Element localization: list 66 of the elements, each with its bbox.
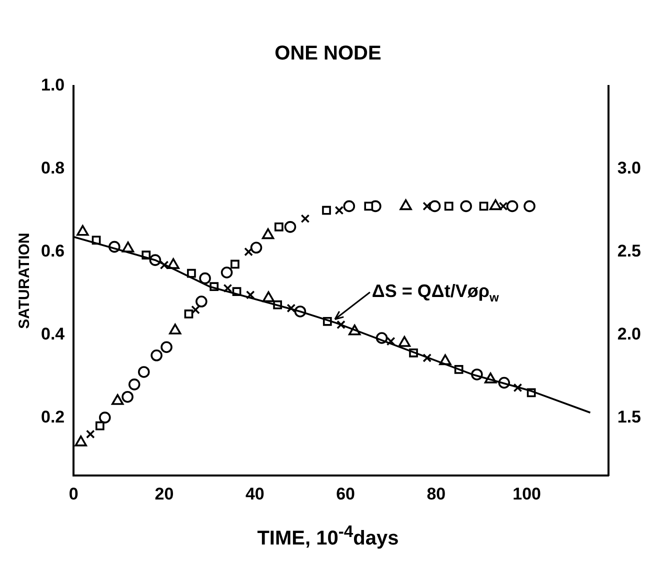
point [246, 290, 255, 300]
point [244, 247, 253, 256]
point [479, 202, 488, 211]
point [250, 242, 262, 254]
point [223, 284, 232, 293]
point [111, 394, 124, 405]
point [524, 200, 536, 212]
y-tick-label: 0.2 [40, 407, 65, 426]
point [300, 214, 310, 224]
y-tick-label: 0.4 [40, 324, 66, 344]
point [184, 310, 194, 318]
point [364, 202, 374, 211]
point [122, 390, 134, 403]
point [286, 304, 296, 313]
point [169, 324, 182, 334]
y-axis-title: SATURATION [16, 232, 34, 329]
point [128, 378, 140, 390]
y2-tick-label: 1.5 [617, 407, 642, 426]
chart-title: ONE NODE [274, 42, 382, 65]
point [428, 200, 441, 212]
point [196, 296, 208, 308]
point [187, 268, 196, 278]
point [95, 421, 104, 430]
point [460, 200, 472, 212]
point [138, 366, 150, 378]
point [199, 272, 211, 284]
y-tick-label: 0.6 [40, 241, 65, 260]
x-tick-label: 80 [426, 484, 446, 504]
point [489, 199, 502, 210]
x-tick-label: 20 [154, 484, 174, 504]
point [76, 224, 89, 236]
point [498, 202, 508, 211]
y2-tick-label: 2.5 [617, 241, 642, 260]
point [506, 200, 518, 212]
y-tick-label: 0.8 [40, 158, 65, 178]
point [386, 336, 396, 346]
point [99, 412, 111, 424]
point [160, 260, 169, 270]
x-tick-label: 60 [336, 484, 355, 504]
x-tick-label: 100 [512, 484, 541, 504]
point [230, 260, 240, 269]
point [322, 206, 331, 215]
point [444, 202, 454, 211]
point [343, 200, 356, 212]
x-tick-label: 0 [68, 484, 78, 504]
point [262, 291, 275, 302]
point [400, 199, 412, 210]
point [398, 336, 411, 347]
y-tick-label: 1.0 [40, 76, 65, 95]
point [86, 430, 95, 439]
y2-tick-label: 2.0 [617, 324, 642, 344]
point [220, 266, 233, 278]
point [422, 353, 432, 362]
point [513, 383, 522, 392]
point [160, 341, 172, 354]
point [122, 242, 134, 252]
point [284, 221, 296, 233]
point [334, 206, 344, 215]
point [191, 305, 200, 314]
x-axis-title: TIME, 10$^{-4}$days [256, 522, 400, 551]
point [262, 228, 274, 240]
point [150, 350, 162, 362]
y2-tick-label: 3.0 [617, 158, 642, 178]
point [74, 436, 87, 446]
point [274, 222, 284, 232]
x-tick-label: 40 [245, 484, 264, 504]
